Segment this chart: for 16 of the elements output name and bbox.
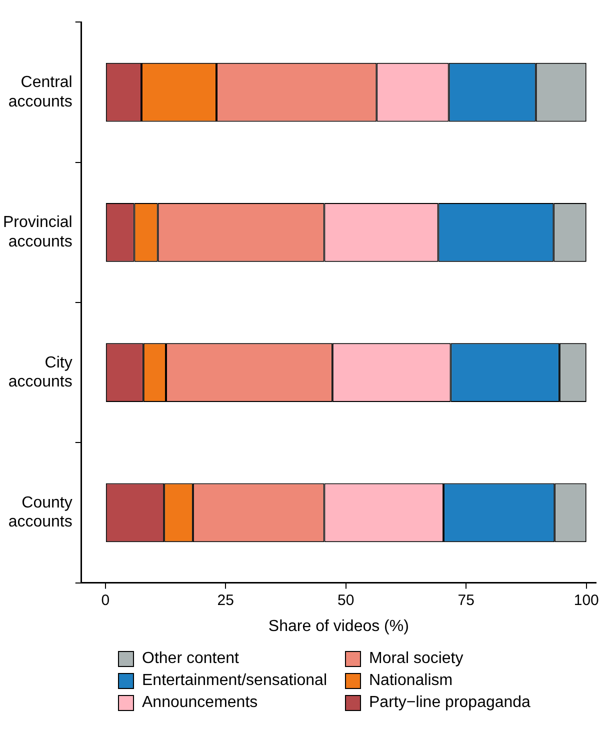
y-tick-label: Central accounts	[8, 74, 72, 110]
x-tick-label: 25	[217, 592, 234, 609]
x-tick-label: 50	[338, 592, 354, 609]
x-tick-label: 100	[574, 592, 599, 609]
legend-label: Party−line propaganda	[369, 694, 530, 712]
x-axis-title: Share of videos (%)	[268, 618, 409, 635]
y-tick-label: County accounts	[8, 494, 72, 531]
y-tick-label: Provincial accounts	[3, 214, 72, 250]
x-tick-label: 75	[458, 592, 474, 609]
y-tick-label: City accounts	[8, 354, 72, 391]
x-tick-label: 0	[101, 592, 110, 609]
legend-label: Announcements	[142, 694, 258, 712]
legend-label: Other content	[142, 650, 239, 668]
legend-label: Moral society	[369, 650, 464, 668]
legend-label: Nationalism	[369, 672, 453, 690]
legend-label: Entertainment/sensational	[142, 672, 327, 690]
